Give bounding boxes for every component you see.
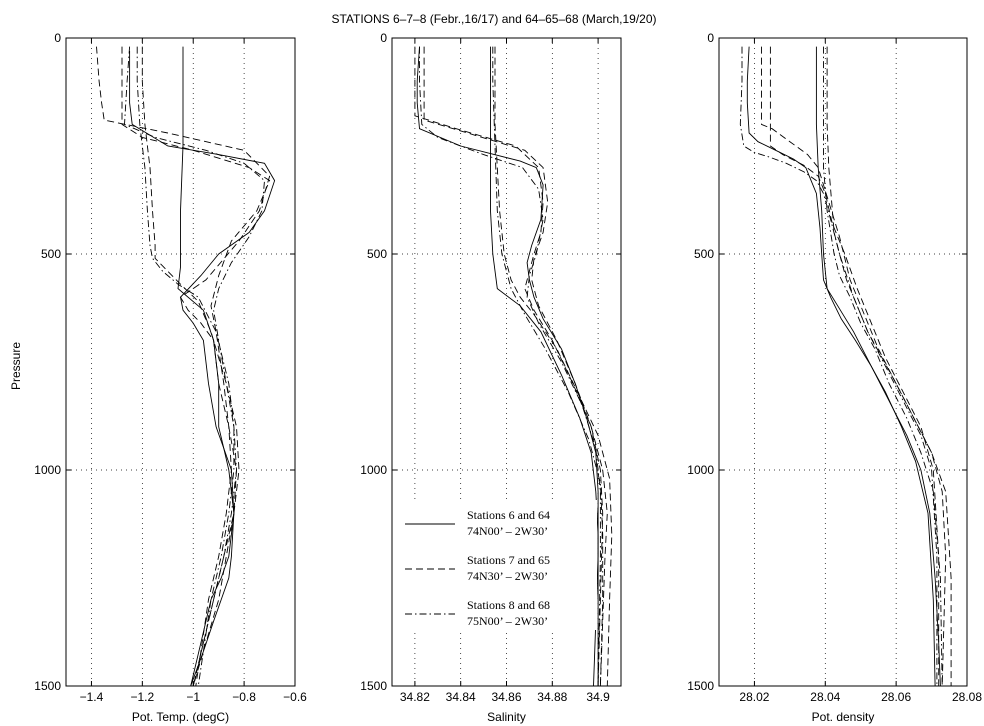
series-line-dashdot-7 [823,46,943,687]
legend-position: 74N30’ – 2W30’ [467,569,548,583]
x-tick-label: 34.88 [537,690,567,704]
x-tick-label: −1.2 [130,690,154,704]
series-line-dashed-3 [761,46,947,687]
y-axis-label: Pressure [9,342,23,390]
series-line-dashed-4 [494,46,613,687]
x-tick-label: −1.4 [80,690,104,704]
series-line-solid-2 [129,51,276,687]
series-line-dashdot-6 [419,46,601,687]
y-tick-label: 1500 [360,679,387,693]
series-line-dashed-5 [121,46,271,687]
panel-1: −1.4 −1.2 −1 −0.8 −0.6 0 500 1000 1500 Pot. Temp.… [34,31,307,724]
series-line-solid-1 [815,46,941,687]
series-line-dashdot-6 [739,46,938,686]
series-line-solid-1 [177,46,235,687]
x-tick-label: 34.9 [586,690,610,704]
x-tick-label: 28.08 [952,690,982,704]
y-tick-label: 0 [707,31,714,45]
y-tick-label: 500 [694,247,714,261]
x-tick-label: −1 [186,690,200,704]
plot-frame [718,37,968,687]
panel-2: 34.82 34.84 34.86 34.88 34.9 0 500 1000 1500 Sali… [360,31,622,724]
legend: Stations 6 and 64 74N00’ – 2W30’ Stations … [400,500,597,630]
legend-box [400,500,597,630]
x-tick-label: 28.06 [881,690,911,704]
series-line-dashdot-6 [136,46,237,687]
x-tick-label: −0.6 [283,690,307,704]
legend-position: 75N00’ – 2W30’ [467,614,548,628]
panel-3: 28.02 28.04 28.06 28.08 0 500 1000 1500 Pot. den… [687,31,982,724]
y-tick-label: 1500 [687,679,714,693]
x-axis-label: Salinity [487,710,526,724]
y-tick-label: 500 [367,247,387,261]
x-tick-label: 34.84 [446,690,476,704]
legend-label: Stations 6 and 64 [467,508,550,522]
y-tick-label: 0 [380,31,387,45]
x-tick-label: 28.02 [739,690,769,704]
figure-title: STATIONS 6–7–8 (Febr.,16/17) and 64–65–6… [331,12,656,26]
x-tick-label: 34.82 [400,690,430,704]
x-axis-label: Pot. Temp. (degC) [132,710,229,724]
series-line-dashed-3 [414,46,608,687]
y-tick-label: 500 [41,247,61,261]
charts-area: −1.4 −1.2 −1 −0.8 −0.6 0 500 1000 1500 Pot. Temp.… [34,31,982,724]
series-line-solid-2 [416,46,599,687]
series-line-dashdot-7 [492,46,604,687]
plot-frame [65,37,296,687]
series-line-dashed-4 [826,46,952,686]
y-tick-label: 1000 [360,463,387,477]
series-line-dashdot-7 [124,46,265,687]
legend-position: 74N00’ – 2W30’ [467,524,548,538]
series-line-dashed-5 [769,46,940,686]
y-tick-label: 1000 [687,463,714,477]
legend-label: Stations 8 and 68 [467,598,550,612]
series-line-solid-2 [746,46,936,687]
x-tick-label: −0.8 [232,690,256,704]
y-tick-label: 1500 [34,679,61,693]
y-tick-label: 1000 [34,463,61,477]
x-axis-label: Pot. density [812,710,875,724]
series-line-dashed-5 [423,46,604,687]
x-tick-label: 34.86 [491,690,521,704]
x-tick-label: 28.04 [810,690,840,704]
y-tick-label: 0 [54,31,61,45]
legend-label: Stations 7 and 65 [467,553,550,567]
